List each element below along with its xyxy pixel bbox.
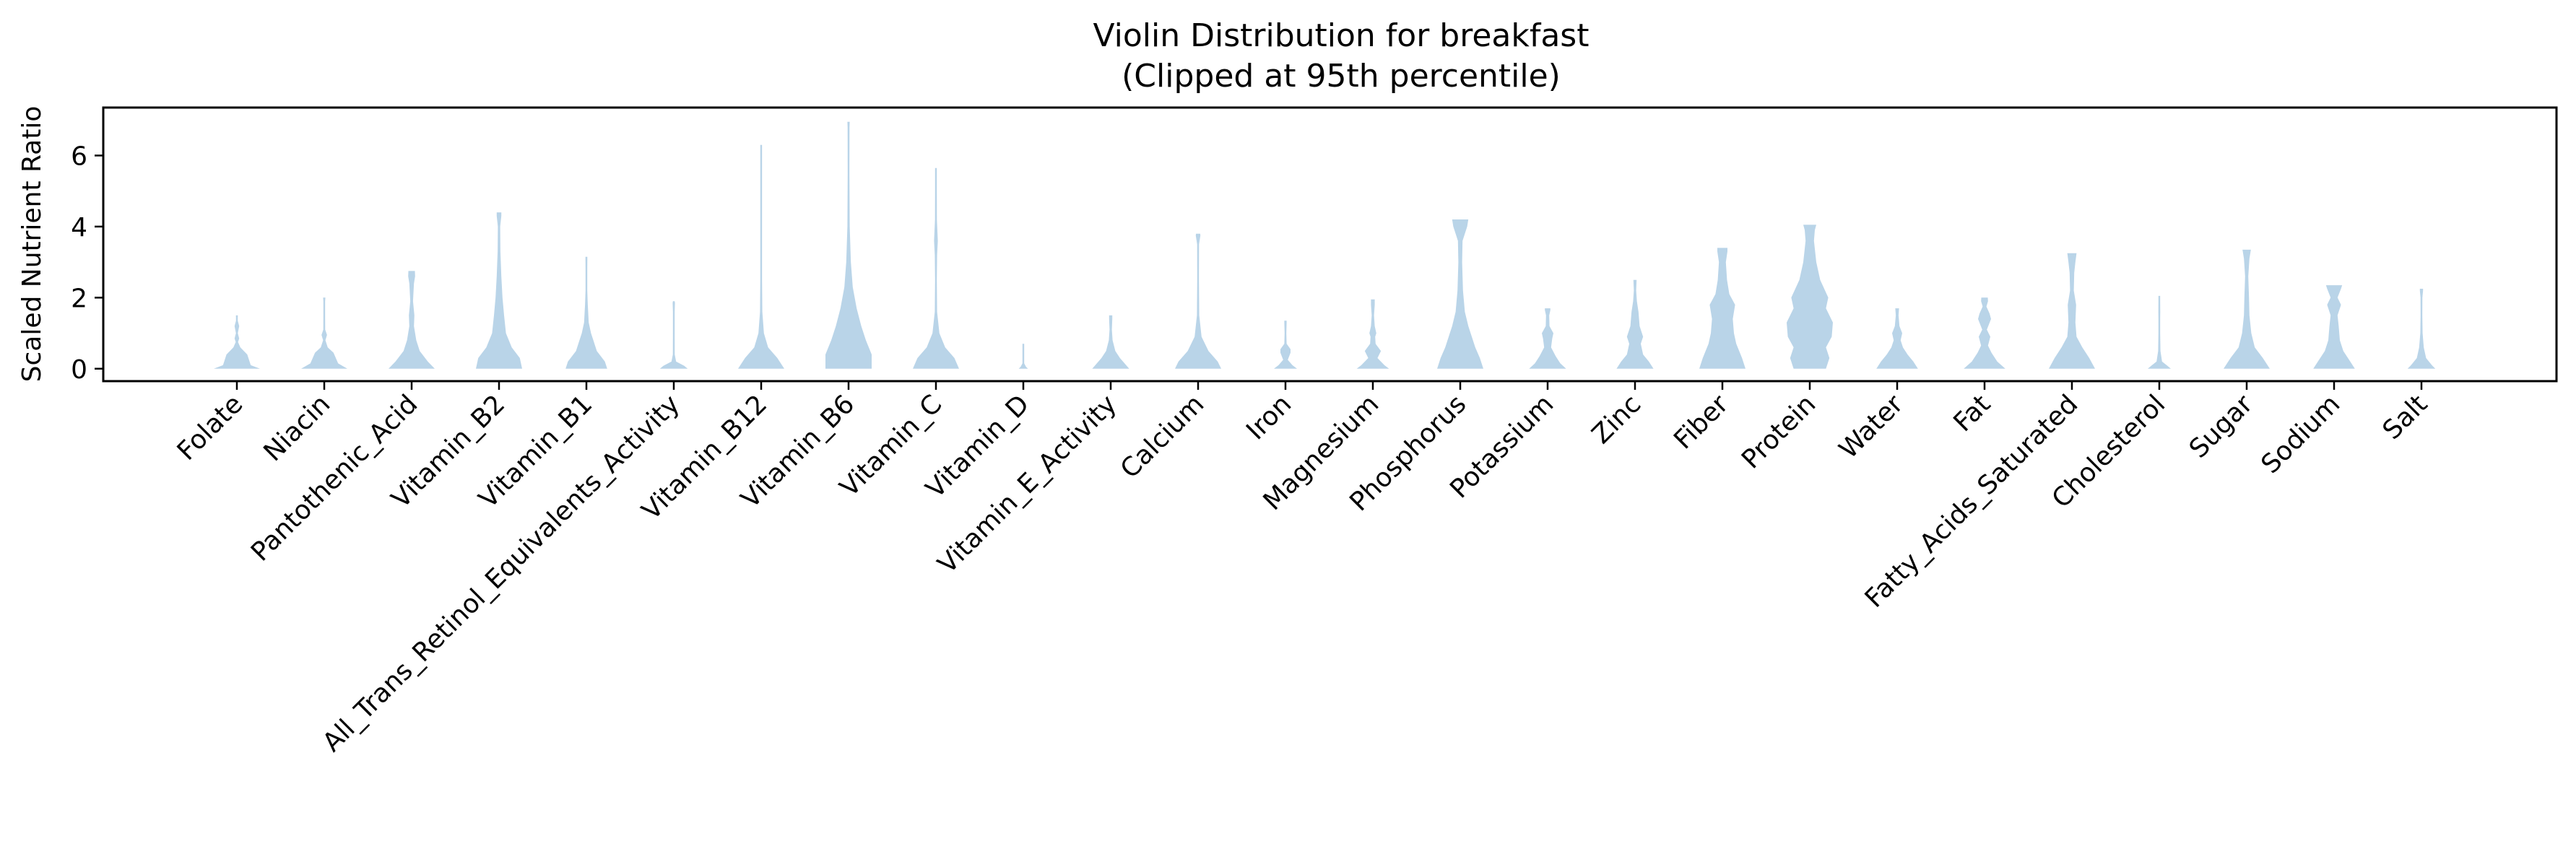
violin-sodium [2313,285,2355,369]
y-axis: 0 2 4 6 [71,141,103,385]
x-tick-label-folate: Folate [172,389,249,466]
y-tick-label: 6 [71,141,87,171]
x-tick-label-pantothenic-acid: Pantothenic_Acid [246,389,423,567]
violin-vitamin-b2 [476,212,522,369]
x-tick-label-fat: Fat [1948,389,1996,437]
y-tick-label: 0 [71,355,87,385]
violin-vitamin-c [913,167,959,369]
violin-phosphorus [1437,219,1483,369]
x-tick-label-zinc: Zinc [1587,389,1647,450]
violin-iron [1274,320,1297,369]
violin-vitamin-e-activity [1092,315,1129,369]
violins-layer [214,121,2436,369]
violin-fiber [1699,248,1745,369]
x-tick-label-sodium: Sodium [2255,389,2346,479]
violin-niacin [301,297,347,369]
x-tick-label-calcium: Calcium [1115,389,1210,484]
violin-vitamin-b12 [738,144,784,369]
x-tick-label-protein: Protein [1736,389,1821,474]
violin-folate [214,315,260,369]
x-tick-label-iron: Iron [1241,389,1297,445]
y-tick-label: 2 [71,284,87,313]
violin-fatty-acids-saturated [2049,253,2095,369]
violin-protein [1787,224,1833,369]
violin-sugar [2224,249,2270,369]
x-tick-label-water: Water [1834,389,1909,464]
violin-cholesterol [2148,295,2171,369]
chart-title: Violin Distribution for breakfast [1093,17,1590,54]
x-axis: Folate NiacinPantothenic_AcidVitamin_B2Vi… [172,381,2434,758]
x-tick-label-salt: Salt [2377,389,2434,445]
plot-frame [102,106,2558,383]
violin-water [1876,308,1918,369]
chart-subtitle: (Clipped at 95th percentile) [1122,58,1561,95]
violin-potassium [1529,308,1566,369]
violin-all-trans-retinol-equivalents-activity [659,301,688,369]
x-tick-label-sugar: Sugar [2184,389,2259,464]
violin-calcium [1175,233,1221,369]
violin-zinc [1616,279,1654,369]
x-tick-label-niacin: Niacin [258,389,336,467]
violin-magnesium [1356,299,1389,369]
y-tick-label: 4 [71,213,87,243]
violin-salt [2407,289,2436,369]
violin-vitamin-d [1018,344,1028,369]
violin-fat [1964,297,2005,369]
violin-vitamin-b1 [565,256,607,369]
violin-vitamin-b6 [825,121,872,369]
x-tick-label-fiber: Fiber [1668,389,1734,455]
y-axis-label: Scaled Nutrient Ratio [17,106,47,383]
violin-pantothenic-acid [389,271,435,369]
